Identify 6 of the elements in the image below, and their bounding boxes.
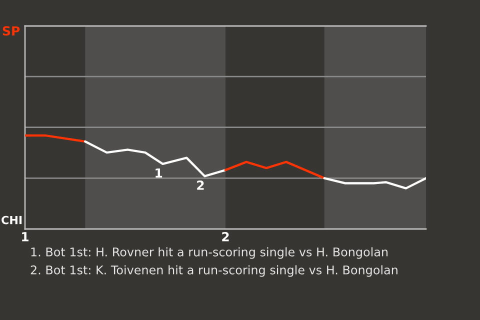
text: SP <box>2 26 20 36</box>
annotation: 2 <box>197 180 204 190</box>
text: 2. Bot 1st: K. Toivenen hit a run-scoring single vs H. Bongolan <box>30 265 398 277</box>
annotation: 1 <box>156 168 162 178</box>
text: 1. Bot 1st: H. Rovner hit a run-scoring single vs H. Bongolan <box>31 247 388 259</box>
text: CHI <box>2 216 22 224</box>
